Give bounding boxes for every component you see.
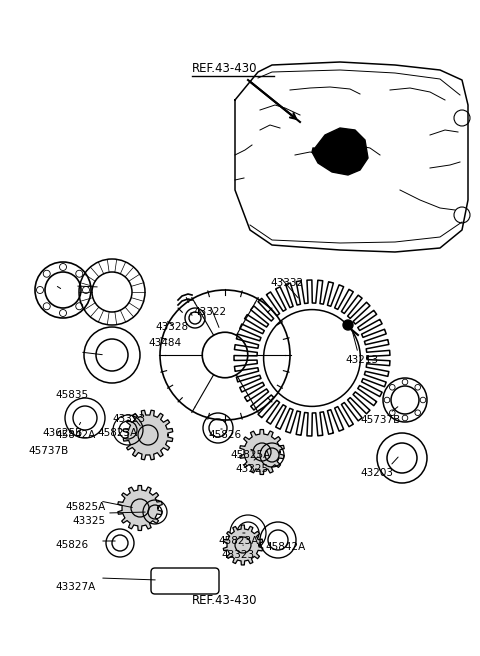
Polygon shape bbox=[240, 430, 284, 474]
Text: 45835: 45835 bbox=[55, 390, 88, 400]
Text: 45823A: 45823A bbox=[97, 428, 137, 438]
Text: 43323: 43323 bbox=[112, 414, 145, 424]
Text: 45842A: 45842A bbox=[55, 430, 95, 440]
Text: 45825A: 45825A bbox=[230, 450, 270, 460]
Text: 45737B: 45737B bbox=[28, 446, 68, 456]
Text: 43213: 43213 bbox=[345, 355, 378, 365]
Text: 45825A: 45825A bbox=[65, 502, 105, 512]
Text: 45826: 45826 bbox=[208, 430, 241, 440]
Text: 43328: 43328 bbox=[155, 322, 188, 332]
Text: 43625B: 43625B bbox=[42, 428, 82, 438]
Text: 43323: 43323 bbox=[221, 550, 254, 560]
Text: 45826: 45826 bbox=[55, 540, 88, 550]
Text: REF.43-430: REF.43-430 bbox=[192, 62, 257, 75]
Text: 43325: 43325 bbox=[235, 464, 268, 474]
Text: REF.43-430: REF.43-430 bbox=[192, 594, 257, 607]
Polygon shape bbox=[118, 485, 162, 531]
Circle shape bbox=[343, 320, 353, 330]
Text: 43203: 43203 bbox=[360, 468, 393, 478]
Text: 43484: 43484 bbox=[148, 338, 181, 348]
Text: 43327A: 43327A bbox=[55, 582, 95, 592]
Polygon shape bbox=[223, 525, 263, 565]
Polygon shape bbox=[312, 128, 368, 175]
Text: 45842A: 45842A bbox=[265, 542, 305, 552]
Text: 43325: 43325 bbox=[72, 516, 105, 526]
Text: 43322: 43322 bbox=[193, 307, 226, 317]
Polygon shape bbox=[123, 410, 173, 460]
Text: 45823A: 45823A bbox=[218, 536, 258, 546]
Text: 43332: 43332 bbox=[270, 278, 303, 288]
Text: 45737B: 45737B bbox=[360, 415, 400, 425]
